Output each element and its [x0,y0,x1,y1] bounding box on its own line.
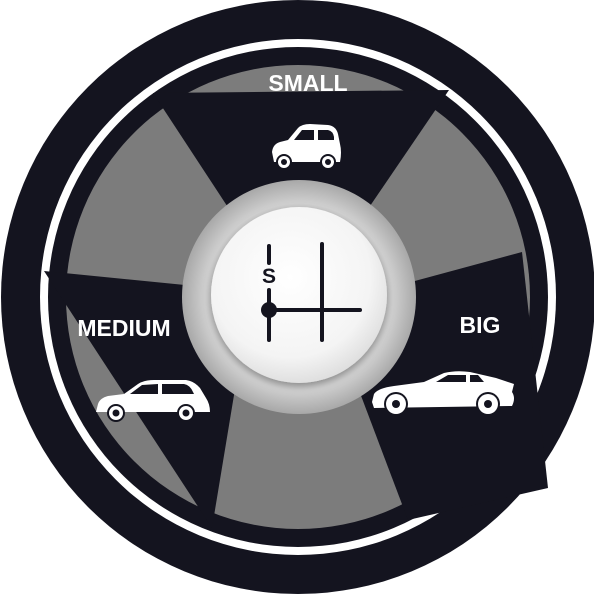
segment-big-label: BIG [460,312,501,338]
sports-car-icon [372,371,514,416]
hub-face [211,207,387,383]
center-hub[interactable]: S [182,180,416,414]
segment-small-label: SMALL [268,70,347,96]
gear-shift-pattern-icon [261,242,362,342]
gear-letter: S [262,265,276,288]
segment-medium[interactable]: MEDIUM [44,271,236,528]
segment-small[interactable]: SMALL [153,70,449,250]
segment-medium-label: MEDIUM [77,315,170,341]
hatchback-car-icon [96,380,210,422]
small-car-icon [272,124,341,170]
segment-small-wedge[interactable] [153,90,449,250]
